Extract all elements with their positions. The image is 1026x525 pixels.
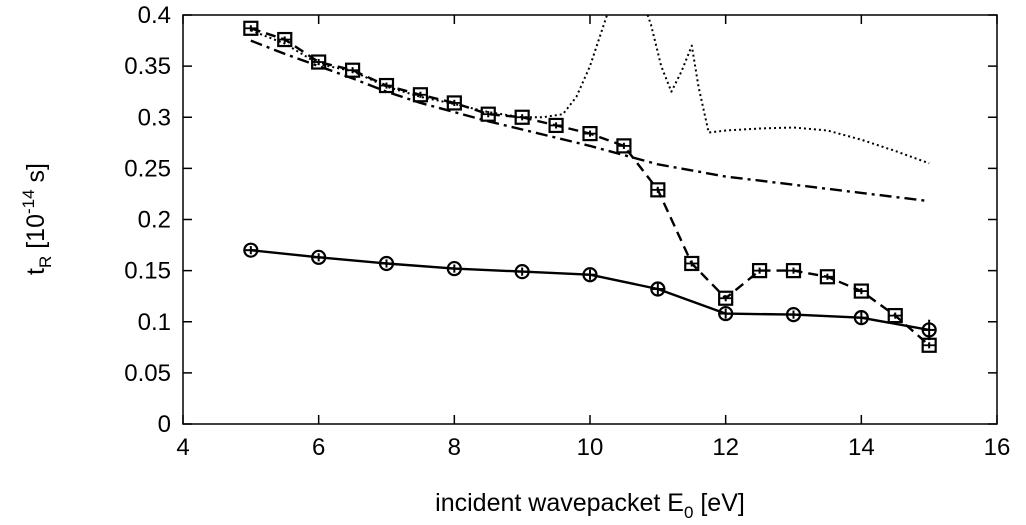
y-tick-labels: 0 0.05 0.1 0.15 0.2 0.25 0.3 0.35 0.4 <box>124 2 171 438</box>
y-tick-label: 0 <box>158 411 171 438</box>
x-tick-label: 8 <box>448 434 461 461</box>
plot-frame <box>182 14 998 425</box>
x-tick-label: 10 <box>577 434 604 461</box>
y-tick-label: 0.15 <box>124 258 171 285</box>
series-dashdot-line <box>250 39 930 203</box>
series-solid-line <box>250 249 930 332</box>
y-tick-label: 0.4 <box>138 2 171 29</box>
x-tick-label: 12 <box>712 434 739 461</box>
x-axis-title: incident wavepacket E0 [eV] <box>435 489 745 522</box>
y-axis-title: tR [10-14 s] <box>19 163 55 275</box>
y-tick-label: 0.25 <box>124 155 171 182</box>
marker-layer <box>243 20 937 353</box>
y-tick-label: 0.3 <box>138 104 171 131</box>
x-tick-labels: 4 6 8 10 12 14 16 <box>176 434 1010 461</box>
x-tick-label: 14 <box>848 434 875 461</box>
series-layer <box>250 15 930 347</box>
x-tick-label: 4 <box>176 434 189 461</box>
y-tick-label: 0.35 <box>124 53 171 80</box>
y-tick-label: 0.2 <box>138 207 171 234</box>
y-tick-label: 0.05 <box>124 360 171 387</box>
x-tick-label: 16 <box>984 434 1011 461</box>
y-tick-label: 0.1 <box>138 309 171 336</box>
axis-ticks <box>182 14 998 425</box>
series-dotted-line <box>250 15 930 165</box>
x-tick-label: 6 <box>312 434 325 461</box>
